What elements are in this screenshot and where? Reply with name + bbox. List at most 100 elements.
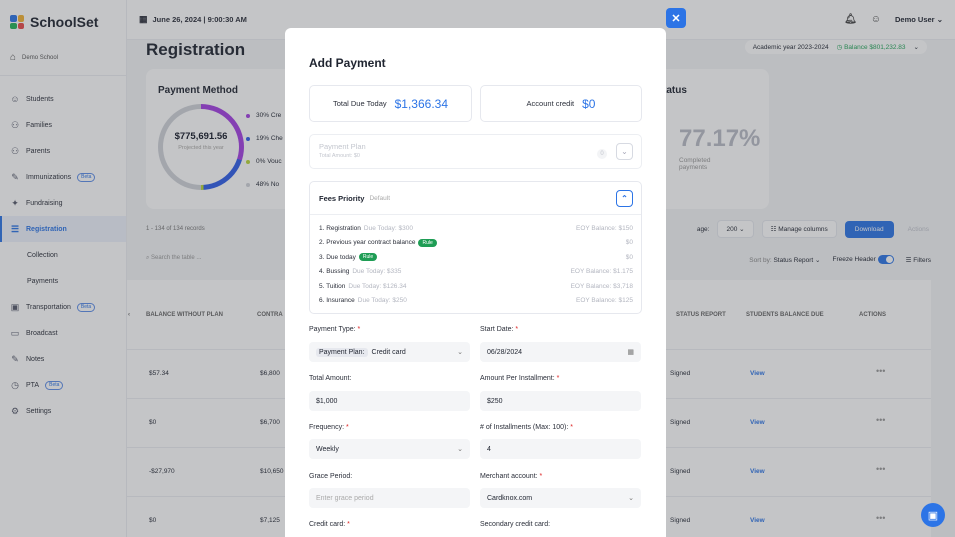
col-balance-without-plan[interactable]: BALANCE WITHOUT PLAN <box>146 312 223 318</box>
grace-period-input[interactable]: Enter grace period <box>309 488 470 508</box>
fee-priority-row[interactable]: 6. Insurance Due Today: $250 EOY Balance: … <box>310 294 641 309</box>
fee-priority-row[interactable]: 4. Bussing Due Today: $335 EOY Balance: $1… <box>310 265 641 280</box>
table-search[interactable]: ⌕ Search the table ... <box>146 255 201 262</box>
beta-badge: Beta <box>45 380 64 390</box>
beta-badge: Beta <box>77 172 96 182</box>
payment-plan-count: 0 <box>597 149 607 159</box>
total-due-label: Total Due Today <box>332 99 387 108</box>
pta-icon: ◷ <box>11 379 19 390</box>
filters-button[interactable]: ☰ Filters <box>905 256 931 264</box>
row-actions-icon[interactable]: ••• <box>876 366 886 376</box>
col-students-balance-due[interactable]: STUDENTS BALANCE DUE <box>746 312 824 318</box>
freeze-header-toggle[interactable] <box>877 255 894 264</box>
row-actions-icon[interactable]: ••• <box>876 464 886 474</box>
total-amount-input[interactable]: $1,000 <box>309 391 470 411</box>
close-modal-button[interactable]: ✕ <box>666 8 686 28</box>
col-contract[interactable]: CONTRA <box>257 312 283 318</box>
download-button[interactable]: Download <box>844 220 894 238</box>
fee-priority-row[interactable]: 3. Due today Rule $0 <box>310 250 641 265</box>
close-icon: ✕ <box>671 12 681 25</box>
cell-balance: -$27,970 <box>149 468 175 475</box>
payment-type-chip: Payment Plan: <box>316 347 368 357</box>
user-icon[interactable]: ☺ <box>870 14 881 25</box>
sort-by[interactable]: Sort by: Status Report ⌄ <box>749 256 821 264</box>
sidebar-item-notes[interactable]: ✎ Notes <box>0 346 126 372</box>
freeze-header[interactable]: Freeze Header <box>832 255 894 264</box>
sidebar-item-transportation[interactable]: ▣ Transportation Beta <box>0 294 126 320</box>
fee-priority-row[interactable]: 5. Tuition Due Today: $126.34 EOY Balance:… <box>310 279 641 294</box>
sidebar-item-registration[interactable]: ☰ Registration <box>0 216 126 242</box>
sidebar-item-settings[interactable]: ⚙ Settings <box>0 398 126 424</box>
status-card: tatus 77.17% Completed payments <box>649 69 769 209</box>
app-logo[interactable]: SchoolSet <box>0 0 126 40</box>
start-date-input[interactable]: 06/28/2024 ▦ <box>480 342 641 362</box>
scroll-left-icon[interactable]: ‹ <box>128 312 130 318</box>
sidebar-item-label: Students <box>26 95 54 103</box>
installments-input[interactable]: 4 <box>480 439 641 459</box>
bus-icon: ▣ <box>10 301 20 312</box>
account-credit-label: Account credit <box>526 99 575 108</box>
total-amount-label: Total Amount: <box>309 375 352 382</box>
page-size-select[interactable]: 200 ⌄ <box>717 220 754 238</box>
fee-eoy-balance: $0 <box>625 253 633 261</box>
manage-columns-button[interactable]: ☷ Manage columns <box>761 220 837 238</box>
sidebar-item-label: Parents <box>26 147 51 155</box>
table-row[interactable]: $0 $7,125 Signed View ••• <box>127 497 931 537</box>
settings-icon: ⚙ <box>10 405 20 416</box>
payment-type-select[interactable]: Payment Plan: Credit card ⌄ <box>309 342 470 362</box>
sidebar-nav: ☺ Students ⚇ Families ⚇ Parents ✎ Immunizations… <box>0 76 126 424</box>
status-percent: 77.17% <box>679 125 761 152</box>
frequency-select[interactable]: Weekly ⌄ <box>309 439 470 459</box>
actions-button[interactable]: Actions <box>907 225 929 233</box>
chat-support-button[interactable]: ▣ <box>921 503 945 527</box>
sidebar-item-collection[interactable]: Collection <box>0 242 126 268</box>
sidebar-item-students[interactable]: ☺ Students <box>0 86 126 112</box>
frequency-label: Frequency: * <box>309 424 349 431</box>
row-actions-icon[interactable]: ••• <box>876 513 886 523</box>
sidebar-item-fundraising[interactable]: ✦ Fundraising <box>0 190 126 216</box>
page-title: Registration <box>146 40 246 59</box>
account-credit-box: Account credit $0 <box>480 85 642 122</box>
chat-icon: ▣ <box>927 509 939 522</box>
fee-name: 4. Bussing <box>319 268 350 276</box>
merchant-account-select[interactable]: Cardknox.com ⌄ <box>480 488 641 508</box>
cell-view-link[interactable]: View <box>750 517 765 524</box>
merchant-account-value: Cardknox.com <box>487 494 533 502</box>
sidebar-item-parents[interactable]: ⚇ Parents <box>0 138 126 164</box>
fees-priority-collapse-button[interactable]: ⌃ <box>616 190 633 207</box>
school-selector[interactable]: ⌂ Demo School <box>0 40 126 76</box>
cell-view-link[interactable]: View <box>750 370 765 377</box>
per-installment-input[interactable]: $250 <box>480 391 641 411</box>
legend-item: 19% Che <box>246 127 283 150</box>
bell-icon[interactable]: 🔔︎ <box>844 14 857 25</box>
total-due-amount: $1,366.34 <box>394 96 449 111</box>
sidebar-item-payments[interactable]: Payments <box>0 268 126 294</box>
school-name: Demo School <box>22 54 59 61</box>
payment-plan-expand-button[interactable]: ⌄ <box>616 143 633 160</box>
academic-year-selector[interactable]: Academic year 2023-2024 ◷ Balance $801,2… <box>744 40 927 54</box>
fee-eoy-balance: EOY Balance: $1.175 <box>570 268 633 276</box>
payment-method-title: Payment Method <box>158 85 239 96</box>
fee-priority-row[interactable]: 1. Registration Due Today: $300 EOY Balanc… <box>310 221 641 236</box>
sidebar-item-families[interactable]: ⚇ Families <box>0 112 126 138</box>
chevron-down-icon: ⌄ <box>913 44 919 51</box>
chevron-down-icon: ⌄ <box>936 15 943 24</box>
row-actions-icon[interactable]: ••• <box>876 415 886 425</box>
sidebar-item-pta[interactable]: ◷ PTA Beta <box>0 372 126 398</box>
cell-view-link[interactable]: View <box>750 419 765 426</box>
chevron-down-icon: ⌄ <box>628 495 634 502</box>
calendar-icon: ▦ <box>139 14 148 24</box>
cell-contract: $6,800 <box>260 370 280 377</box>
sidebar-item-immunizations[interactable]: ✎ Immunizations Beta <box>0 164 126 190</box>
fee-name: 6. Insurance <box>319 297 355 305</box>
user-menu[interactable]: Demo User ⌄ <box>895 15 943 24</box>
col-status-report[interactable]: STATUS REPORT <box>676 312 726 318</box>
add-payment-modal: Add Payment Total Due Today $1,366.34 Ac… <box>285 28 666 537</box>
payment-method-legend: 30% Cre 19% Che 0% Vouc 48% No <box>246 104 283 196</box>
rule-badge: Rule <box>418 238 437 247</box>
parents-icon: ⚇ <box>10 145 20 156</box>
cell-view-link[interactable]: View <box>750 468 765 475</box>
sidebar-item-broadcast[interactable]: ▭ Broadcast <box>0 320 126 346</box>
fee-priority-row[interactable]: 2. Previous year contract balance Rule $0 <box>310 236 641 251</box>
calendar-icon[interactable]: ▦ <box>627 349 634 356</box>
